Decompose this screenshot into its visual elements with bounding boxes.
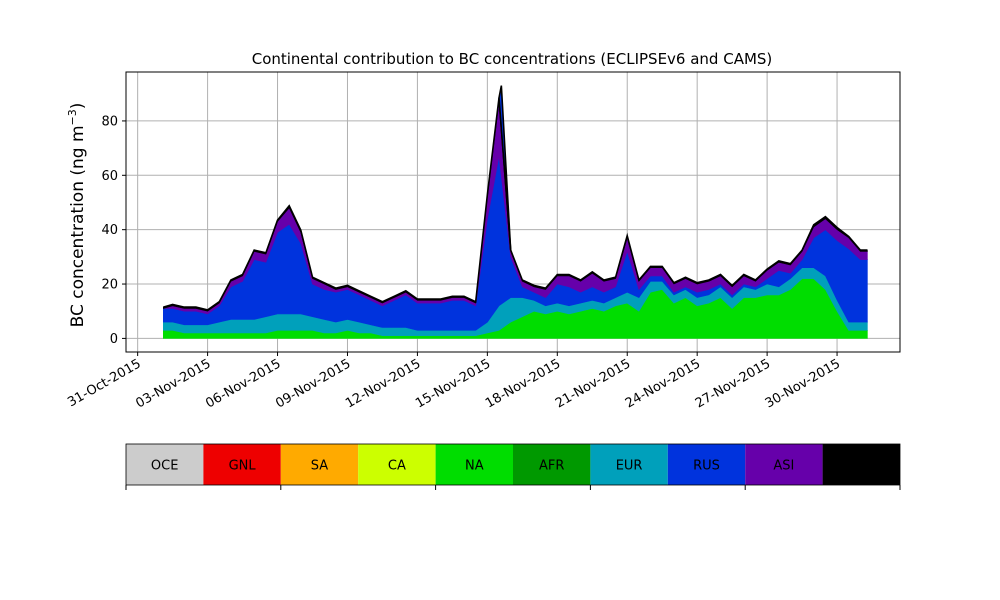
legend-swatch-aus <box>822 444 900 485</box>
legend-swatch-asi <box>745 444 823 485</box>
x-tick-label: 09-Nov-2015 <box>273 356 353 411</box>
y-axis-label-exponent: −3 <box>66 109 79 125</box>
legend-label-oce: OCE <box>151 459 179 474</box>
x-tick-label: 27-Nov-2015 <box>693 356 773 411</box>
stacked-areas <box>163 85 868 339</box>
legend-label-na: NA <box>465 459 484 474</box>
y-axis-label-main: BC concentration (ng m <box>68 125 88 327</box>
color-legend: OCE GNL SA CA NA AFR EUR RUS ASI AUS <box>125 443 901 490</box>
legend-label-aus: AUS <box>848 459 875 474</box>
y-axis-label-close: ) <box>68 103 88 110</box>
x-tick-label: 24-Nov-2015 <box>623 356 703 411</box>
x-tick-label: 12-Nov-2015 <box>343 356 423 411</box>
peak-spike <box>498 85 512 251</box>
legend-swatch-sa <box>280 444 359 485</box>
legend-swatch-eur <box>590 444 668 485</box>
y-axis-label: BC concentration (ng m−3) <box>66 103 88 328</box>
legend-label-gnl: GNL <box>229 459 257 474</box>
legend-swatch-na <box>435 444 513 485</box>
legend-swatch-afr <box>513 444 591 485</box>
legend-label-ca: CA <box>388 459 406 474</box>
x-tick-label: 31-Oct-2015 <box>65 356 143 410</box>
legend-swatch-oce <box>126 444 204 485</box>
x-tick-label: 06-Nov-2015 <box>203 356 283 411</box>
total-line <box>163 97 868 311</box>
legend-label-eur: EUR <box>616 459 643 474</box>
legend-label-sa: SA <box>311 459 328 474</box>
y-tick-label: 60 <box>101 169 118 184</box>
chart-title: Continental contribution to BC concentra… <box>252 50 773 68</box>
legend-swatch-ca <box>358 444 436 485</box>
y-tick-label: 80 <box>101 114 118 129</box>
legend-swatch-rus <box>667 444 746 485</box>
x-tick-label: 03-Nov-2015 <box>133 356 213 411</box>
legend-label-asi: ASI <box>773 459 794 474</box>
legend-label-rus: RUS <box>693 459 720 474</box>
legend-label-afr: AFR <box>539 459 564 474</box>
x-tick-label: 15-Nov-2015 <box>413 356 493 411</box>
x-tick-label: 30-Nov-2015 <box>763 356 843 411</box>
x-tick-label: 18-Nov-2015 <box>483 356 563 411</box>
legend-swatch-gnl <box>203 444 281 485</box>
x-tick-label: 21-Nov-2015 <box>553 356 633 411</box>
y-tick-label: 20 <box>101 278 118 293</box>
plot-frame <box>125 71 901 353</box>
y-tick-label: 0 <box>110 332 118 347</box>
legend-frame <box>125 443 901 486</box>
y-tick-label: 40 <box>101 223 118 238</box>
